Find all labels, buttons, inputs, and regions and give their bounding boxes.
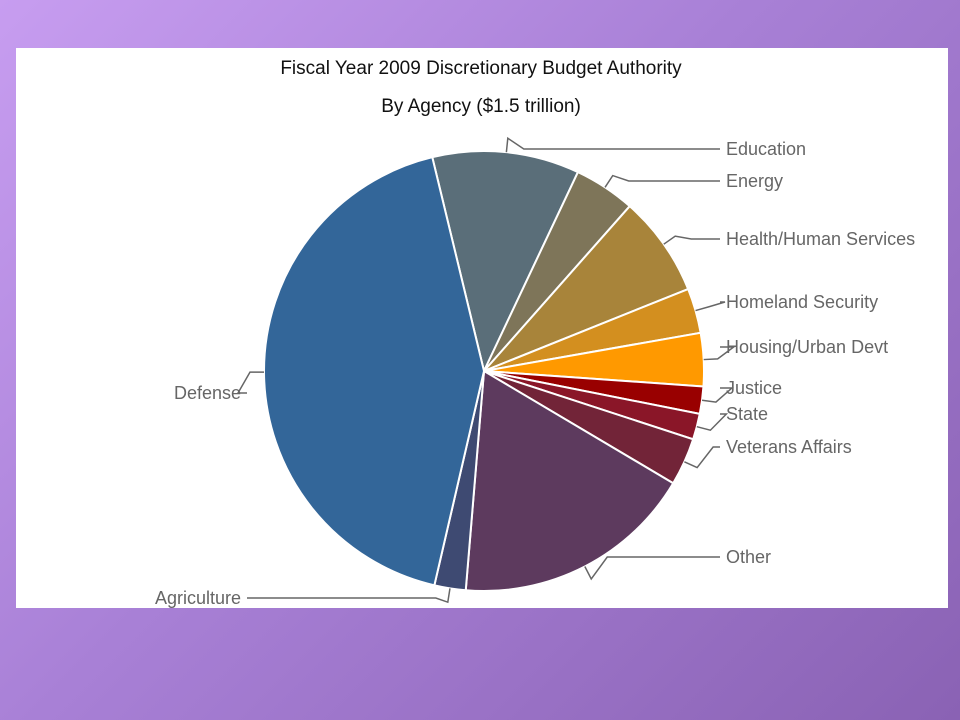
label-state: State	[726, 404, 768, 424]
label-defense: Defense	[174, 383, 241, 403]
slice-labels: Education Energy Health/Human Services Home…	[155, 139, 915, 608]
leader-veterans-affairs	[684, 446, 720, 469]
leader-state	[696, 413, 729, 432]
slice-defense	[263, 155, 486, 587]
leader-education	[505, 136, 720, 153]
label-veterans-affairs: Veterans Affairs	[726, 437, 852, 457]
leader-justice	[701, 387, 734, 403]
leader-homeland-security	[695, 301, 726, 312]
pie-slices	[263, 150, 705, 592]
label-housing-urban-devt: Housing/Urban Devt	[726, 337, 888, 357]
label-health-human-services: Health/Human Services	[726, 229, 915, 249]
label-homeland-security: Homeland Security	[726, 292, 878, 312]
label-agriculture: Agriculture	[155, 588, 241, 608]
leader-health-human-services	[663, 235, 720, 245]
slice-health-human-services	[483, 204, 690, 372]
slice-education	[431, 150, 580, 374]
label-education: Education	[726, 139, 806, 159]
leader-agriculture	[247, 588, 451, 604]
leader-defense	[236, 371, 265, 394]
label-other: Other	[726, 547, 771, 567]
chart-title: Fiscal Year 2009 Discretionary Budget Au…	[280, 58, 682, 79]
pie-chart: Fiscal Year 2009 Discretionary Budget Au…	[155, 58, 915, 608]
chart-panel: Fiscal Year 2009 Discretionary Budget Au…	[16, 48, 948, 608]
leader-housing-urban-devt	[703, 346, 736, 361]
chart-subtitle: By Agency ($1.5 trillion)	[381, 96, 581, 117]
leader-other	[584, 556, 720, 581]
leader-energy	[604, 174, 720, 188]
label-justice: Justice	[726, 378, 782, 398]
slice-other	[464, 369, 675, 592]
leader-lines	[236, 136, 736, 604]
label-energy: Energy	[726, 171, 783, 191]
